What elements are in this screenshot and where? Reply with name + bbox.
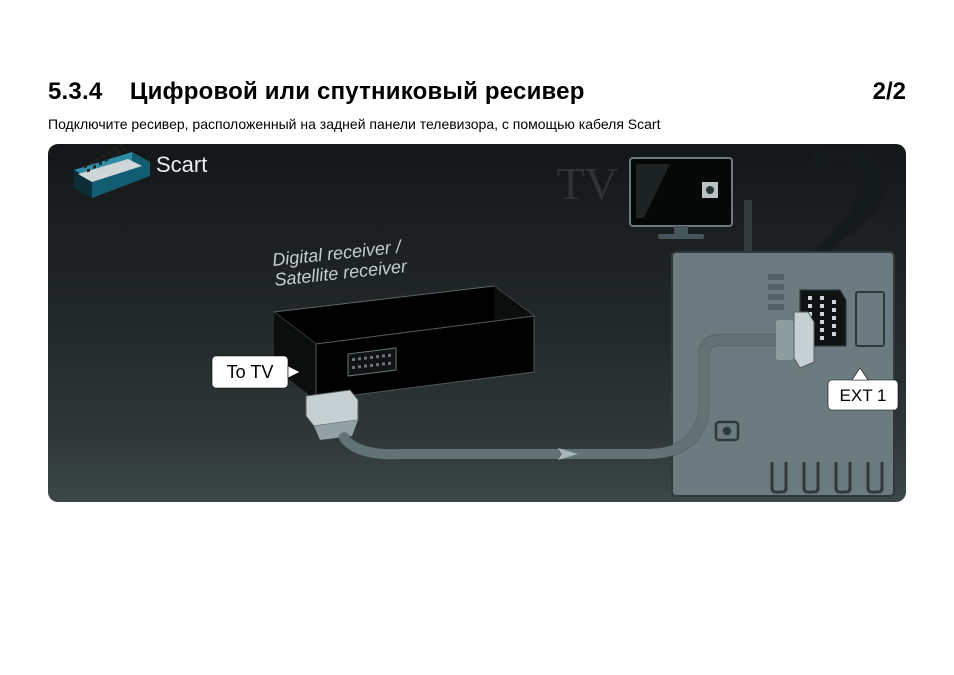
- page-indicator: 2/2: [873, 78, 906, 106]
- connection-diagram: 2: [48, 144, 906, 502]
- to-tv-label: To TV: [212, 356, 300, 388]
- tv-label: TV: [557, 158, 618, 209]
- svg-text:EXT 1: EXT 1: [840, 386, 887, 405]
- tv-monitor-icon: [630, 158, 732, 239]
- receiver-label: Digital receiver / Satellite receiver: [271, 236, 409, 290]
- receiver-box: [274, 286, 534, 400]
- section-number: 5.3.4: [48, 78, 102, 105]
- page: 5.3.4 Цифровой или спутниковый ресивер 2…: [0, 0, 954, 675]
- heading-title: Цифровой или спутниковый ресивер: [130, 78, 585, 105]
- subtitle: Подключите ресивер, расположенный на зад…: [48, 116, 906, 132]
- scart-icon: [74, 144, 150, 198]
- heading-row: 5.3.4 Цифровой или спутниковый ресивер 2…: [48, 78, 906, 106]
- diagram-svg: 2: [48, 144, 906, 502]
- svg-text:To TV: To TV: [227, 362, 274, 382]
- scart-label: Scart: [156, 152, 207, 177]
- heading-left: 5.3.4 Цифровой или спутниковый ресивер: [48, 78, 585, 106]
